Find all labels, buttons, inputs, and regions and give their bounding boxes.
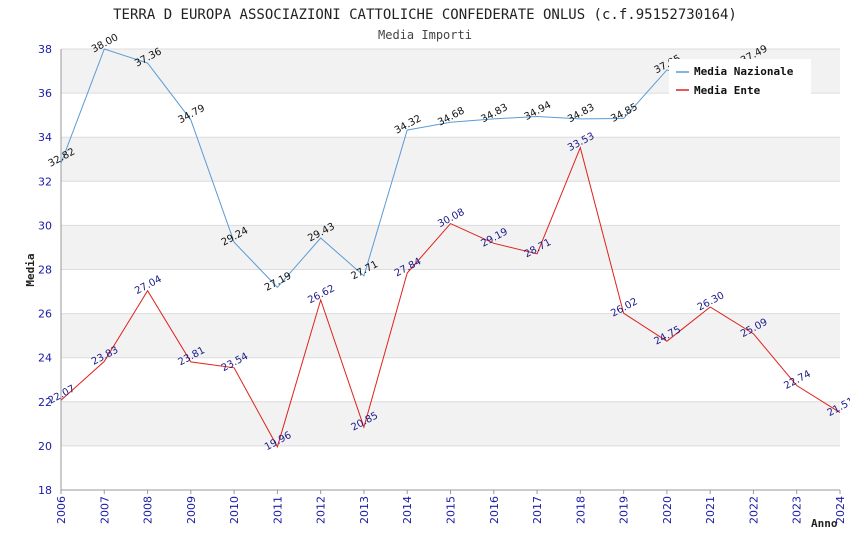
x-tick-2017: 2017 [531, 496, 544, 524]
x-tick-2011: 2011 [271, 496, 284, 524]
plot-band [61, 225, 840, 270]
plot-band [61, 93, 840, 138]
legend: Media Nazionale Media Ente [669, 59, 811, 97]
x-tick-2014: 2014 [401, 496, 414, 524]
x-tick-2020: 2020 [661, 496, 674, 524]
x-axis-label: Anno [811, 517, 838, 530]
y-tick-24: 24 [38, 352, 52, 365]
x-tick-2009: 2009 [185, 496, 198, 524]
y-tick-38: 38 [38, 43, 52, 56]
plot-band [61, 137, 840, 182]
y-tick-26: 26 [38, 308, 52, 321]
y-axis-label: Media [24, 253, 37, 286]
y-tick-labels: 18 20 22 24 26 28 30 32 34 36 38 [38, 43, 52, 497]
x-tick-2010: 2010 [228, 496, 241, 524]
plot-band [61, 269, 840, 314]
legend-label-media-ente: Media Ente [694, 84, 761, 97]
x-tick-labels: 2006 2007 2008 2009 2010 2011 2012 2013 2014 2015… [55, 496, 847, 524]
x-tick-2013: 2013 [358, 496, 371, 524]
plot-band [61, 313, 840, 358]
x-tick-2024: 2024 [834, 496, 847, 524]
y-tick-20: 20 [38, 440, 52, 453]
series-line-media-nazionale [60, 48, 754, 289]
plot-band [61, 401, 840, 446]
chart-title: TERRA D EUROPA ASSOCIAZIONI CATTOLICHE C… [113, 7, 737, 23]
x-tick-2008: 2008 [142, 496, 155, 524]
series-line-media-ente [60, 146, 841, 449]
x-tick-2006: 2006 [55, 496, 68, 524]
series-lines [60, 48, 841, 449]
x-tick-2007: 2007 [98, 496, 111, 524]
y-tick-18: 18 [38, 484, 52, 497]
x-tick-2022: 2022 [747, 496, 760, 524]
plot-band [61, 357, 840, 402]
plot-bands [61, 49, 840, 490]
y-tick-22: 22 [38, 396, 52, 409]
x-tick-2023: 2023 [791, 496, 804, 524]
x-tick-2016: 2016 [488, 496, 501, 524]
y-tick-28: 28 [38, 264, 52, 277]
plot-band [61, 445, 840, 490]
legend-box [669, 59, 811, 96]
chart-subtitle: Media Importi [378, 28, 472, 42]
y-tick-36: 36 [38, 87, 52, 100]
x-tick-2019: 2019 [618, 496, 631, 524]
y-tick-30: 30 [38, 219, 52, 232]
plot-band [61, 181, 840, 226]
y-tick-32: 32 [38, 175, 52, 188]
x-tick-2018: 2018 [574, 496, 587, 524]
x-tick-2015: 2015 [445, 496, 458, 524]
x-tick-2012: 2012 [315, 496, 328, 524]
y-tick-34: 34 [38, 131, 52, 144]
x-tick-2021: 2021 [704, 496, 717, 524]
legend-label-media-nazionale: Media Nazionale [694, 65, 794, 78]
